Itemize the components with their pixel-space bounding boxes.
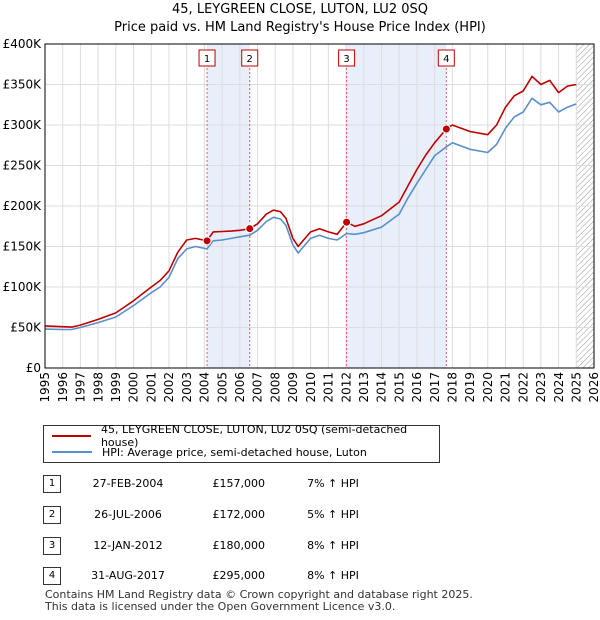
sale-number-label: 4	[443, 54, 449, 65]
legend-line-property	[52, 435, 91, 437]
y-tick-label: £0	[26, 361, 41, 375]
legend-item-hpi: HPI: Average price, semi-detached house,…	[52, 444, 367, 460]
x-tick-label: 2008	[268, 372, 282, 403]
sale-hpi-diff: 5% ↑ HPI	[307, 508, 359, 521]
y-tick-label: £400K	[3, 37, 43, 51]
footer-line-1: Contains HM Land Registry data © Crown c…	[45, 588, 473, 601]
sale-price: £180,000	[212, 539, 266, 552]
table-row: 3 12-JAN-2012 £180,000 8% ↑ HPI	[43, 537, 443, 557]
plot-frame	[44, 43, 595, 369]
x-tick-label: 2010	[304, 372, 318, 403]
y-tick-label: £250K	[3, 159, 43, 173]
legend-label-hpi: HPI: Average price, semi-detached house,…	[102, 445, 367, 459]
sale-number-box	[437, 49, 455, 67]
legend-item-property: 45, LEYGREEN CLOSE, LUTON, LU2 0SQ (semi…	[52, 423, 439, 449]
sale-number-label: 3	[343, 54, 349, 65]
sale-point	[342, 217, 352, 227]
y-tick-label: £150K	[3, 240, 43, 254]
legend-label-property: 45, LEYGREEN CLOSE, LUTON, LU2 0SQ (semi…	[100, 423, 408, 449]
sale-price: £295,000	[212, 569, 266, 582]
x-tick-label: 2024	[552, 372, 566, 403]
sale-hpi-diff: 8% ↑ HPI	[307, 569, 359, 582]
footer: Contains HM Land Registry data © Crown c…	[45, 589, 473, 613]
sale-point	[202, 236, 212, 246]
y-tick-label: £300K	[3, 118, 43, 132]
table-row: 2 26-JUL-2006 £172,000 5% ↑ HPI	[43, 506, 443, 526]
chart-title: 45, LEYGREEN CLOSE, LUTON, LU2 0SQ	[172, 2, 428, 17]
price-chart: 1 2 3 4 £0 £50K £100K £150K £200K £250K £300K £350K…	[3, 37, 600, 403]
sale-price: £157,000	[212, 477, 266, 490]
x-tick-label: 2013	[357, 372, 371, 403]
sale-date: 26-JUL-2006	[94, 508, 162, 521]
sale-hpi-diff: 8% ↑ HPI	[307, 539, 359, 552]
property-price-line	[44, 75, 577, 328]
x-tick-label: 1998	[91, 372, 105, 403]
table-row: 4 31-AUG-2017 £295,000 8% ↑ HPI	[43, 567, 443, 587]
x-tick-label: 2018	[446, 372, 460, 403]
sale-date: 12-JAN-2012	[93, 539, 163, 552]
x-tick-label: 2003	[180, 372, 194, 403]
sale-number-label: 1	[204, 54, 210, 65]
x-tick-label: 2006	[233, 372, 247, 403]
x-tick-label: 2022	[516, 372, 530, 403]
hpi-line	[44, 97, 577, 331]
x-tick-label: 2011	[322, 372, 336, 403]
table-row: 1 27-FEB-2004 £157,000 7% ↑ HPI	[43, 475, 443, 495]
footer-line-2: This data is licensed under the Open Gov…	[45, 600, 396, 613]
x-tick-label: 2009	[286, 372, 300, 403]
x-tick-label: 2023	[534, 372, 548, 403]
sale-point	[245, 224, 255, 234]
legend-line-hpi	[52, 451, 92, 453]
sale-date: 31-AUG-2017	[91, 569, 165, 582]
legend: 45, LEYGREEN CLOSE, LUTON, LU2 0SQ (semi…	[43, 423, 440, 463]
x-tick-label: 2012	[339, 372, 353, 403]
x-tick-label: 2025	[569, 372, 583, 403]
sale-number-box	[338, 49, 356, 67]
x-tick-label: 2004	[198, 372, 212, 403]
x-tick-label: 1996	[56, 372, 70, 403]
x-tick-label: 2021	[499, 372, 513, 403]
x-tick-label: 2000	[127, 372, 141, 403]
x-tick-label: 2001	[144, 372, 158, 403]
y-tick-label: £200K	[3, 199, 43, 213]
x-tick-label: 2016	[410, 372, 424, 403]
y-tick-label: £350K	[3, 78, 43, 92]
sale-price: £172,000	[212, 508, 266, 521]
sale-number-label: 2	[247, 54, 253, 65]
x-tick-label: 2026	[587, 372, 600, 403]
x-tick-label: 2014	[375, 372, 389, 403]
x-tick-label: 2005	[215, 372, 229, 403]
x-tick-label: 2020	[481, 372, 495, 403]
sale-number-badge: 3	[43, 537, 61, 555]
x-tick-label: 1995	[38, 372, 52, 403]
x-tick-label: 1997	[74, 372, 88, 403]
sale-number-badge: 4	[43, 567, 61, 585]
sale-number-badge: 1	[43, 475, 61, 493]
x-tick-label: 2007	[251, 372, 265, 403]
sale-number-box	[241, 49, 259, 67]
x-tick-label: 2015	[392, 372, 406, 403]
sale-number-badge: 2	[43, 506, 61, 524]
y-tick-label: £50K	[10, 321, 42, 335]
x-tick-label: 2002	[162, 372, 176, 403]
sale-hpi-diff: 7% ↑ HPI	[307, 477, 359, 490]
sale-number-box	[198, 49, 216, 67]
chart-subtitle: Price paid vs. HM Land Registry's House …	[114, 20, 486, 35]
x-tick-label: 1999	[109, 372, 123, 403]
y-tick-label: £100K	[3, 280, 43, 294]
x-tick-label: 2017	[428, 372, 442, 403]
sale-date: 27-FEB-2004	[92, 477, 164, 490]
x-tick-label: 2019	[463, 372, 477, 403]
sale-point	[441, 124, 451, 134]
